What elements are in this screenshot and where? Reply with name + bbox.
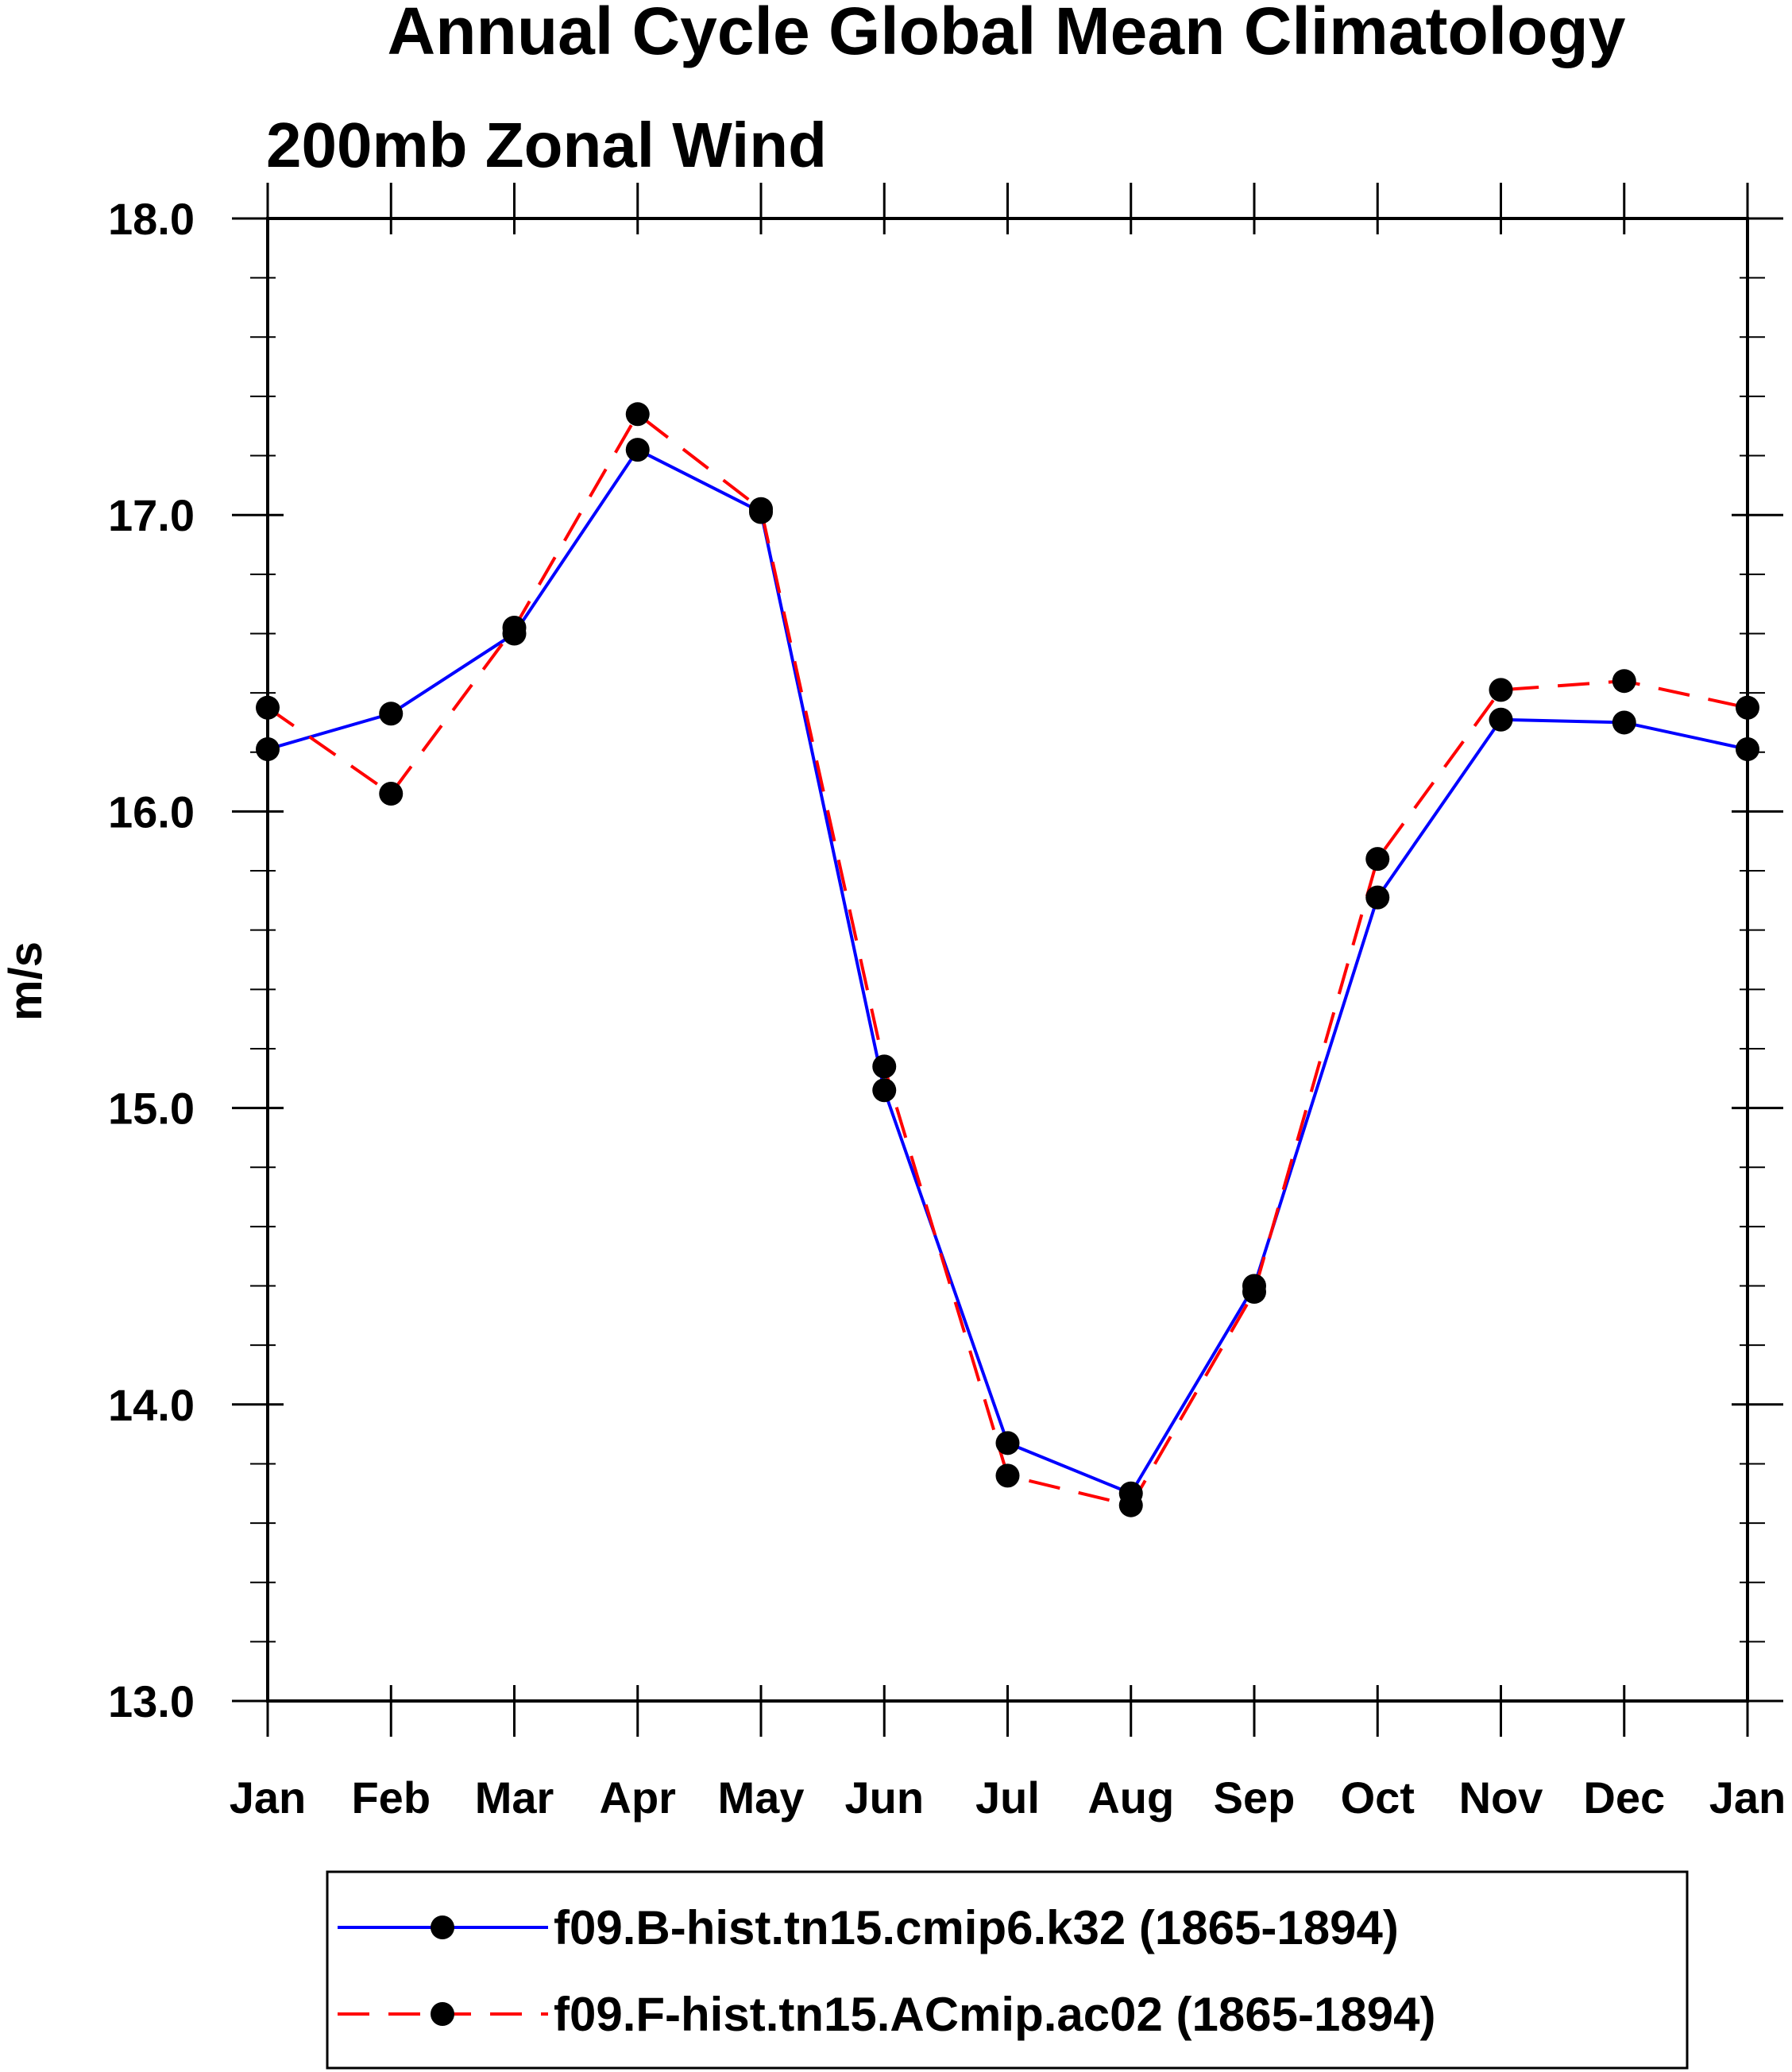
- series-line-1: [266, 412, 1748, 1507]
- y-tick-label-3: 16.0: [108, 787, 195, 837]
- series-line-0: [267, 448, 1748, 1495]
- x-tick-label-8: Sep: [1214, 1772, 1296, 1823]
- legend-entry-1: f09.F-hist.tn15.ACmip.ac02 (1865-1894): [338, 1988, 1435, 2041]
- x-tick-label-7: Aug: [1087, 1772, 1174, 1823]
- series-0-point-11: [1612, 710, 1636, 735]
- x-tick-label-10: Nov: [1459, 1772, 1543, 1823]
- x-tick-label-3: Apr: [600, 1772, 676, 1823]
- series-1-point-4: [749, 497, 773, 521]
- series-0-point-1: [379, 702, 404, 726]
- series-0-point-5: [872, 1078, 897, 1103]
- legend-label-1: f09.F-hist.tn15.ACmip.ac02 (1865-1894): [554, 1988, 1435, 2041]
- series-0-point-10: [1489, 707, 1513, 732]
- x-tick-label-5: Jun: [844, 1772, 924, 1823]
- series-layer: [256, 402, 1759, 1517]
- x-tick-label-12: Jan: [1709, 1772, 1786, 1823]
- y-axis-label: m/s: [0, 941, 52, 1021]
- series-1-point-9: [1365, 847, 1390, 872]
- x-tick-label-0: Jan: [230, 1772, 307, 1823]
- series-1-point-0: [256, 695, 280, 720]
- chart-subtitle: 200mb Zonal Wind: [266, 110, 827, 180]
- series-1-point-12: [1736, 695, 1759, 720]
- series-0-point-6: [995, 1431, 1020, 1455]
- legend-box: [326, 1870, 1689, 2070]
- x-tick-labels: Jan Feb Mar Apr May Jun Jul Aug Sep Oct Nov Dec Jan: [230, 1772, 1786, 1823]
- series-0-point-9: [1365, 885, 1390, 910]
- y-tick-label-5: 18.0: [108, 194, 195, 244]
- y-tick-labels: 13.0 14.0 15.0 16.0 17.0 18.0: [108, 194, 195, 1726]
- series-1-point-8: [1242, 1279, 1266, 1304]
- series-0-point-3: [625, 438, 650, 462]
- y-tick-label-1: 14.0: [108, 1380, 195, 1430]
- legend-marker-1: [431, 2002, 454, 2026]
- series-1-point-2: [502, 616, 527, 640]
- axis-ticks: [232, 183, 1783, 1737]
- series-1-point-7: [1118, 1493, 1143, 1517]
- legend: f09.B-hist.tn15.cmip6.k32 (1865-1894) f0…: [326, 1870, 1689, 2070]
- x-tick-label-4: May: [718, 1772, 805, 1823]
- x-tick-label-6: Jul: [975, 1772, 1040, 1823]
- series-0-point-12: [1736, 737, 1759, 762]
- series-1-point-6: [995, 1463, 1020, 1488]
- legend-marker-0: [431, 1915, 454, 1939]
- x-tick-label-11: Dec: [1583, 1772, 1665, 1823]
- y-tick-label-4: 17.0: [108, 490, 195, 540]
- y-tick-label-2: 15.0: [108, 1084, 195, 1134]
- series-1-point-3: [625, 402, 650, 427]
- series-1-point-10: [1489, 678, 1513, 702]
- x-tick-label-1: Feb: [351, 1772, 431, 1823]
- series-1-point-1: [379, 782, 404, 806]
- x-tick-label-9: Oct: [1341, 1772, 1415, 1823]
- series-0-point-0: [256, 737, 280, 762]
- series-1-point-5: [872, 1054, 897, 1079]
- legend-entry-0: f09.B-hist.tn15.cmip6.k32 (1865-1894): [338, 1901, 1399, 1954]
- series-1-point-11: [1612, 669, 1636, 694]
- chart-title: Annual Cycle Global Mean Climatology: [388, 0, 1626, 68]
- y-tick-label-0: 13.0: [108, 1676, 195, 1726]
- legend-label-0: f09.B-hist.tn15.cmip6.k32 (1865-1894): [554, 1901, 1399, 1954]
- x-tick-label-2: Mar: [475, 1772, 554, 1823]
